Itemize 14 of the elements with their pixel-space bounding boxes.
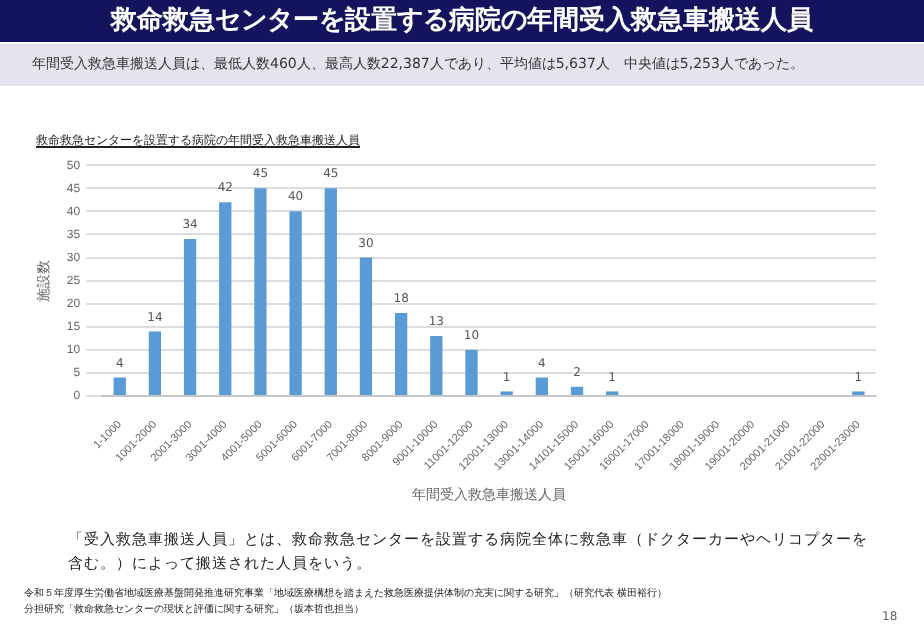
bar <box>324 188 337 396</box>
bar <box>148 331 162 396</box>
bar <box>465 349 478 396</box>
bar <box>254 188 267 396</box>
bar <box>535 377 548 396</box>
bar <box>570 386 584 396</box>
bar <box>219 202 232 396</box>
bar <box>183 239 197 396</box>
bar <box>359 257 373 396</box>
bar <box>394 312 408 396</box>
bar <box>113 377 126 396</box>
chart-title: 救命救急センターを設置する病院の年間受入救急車搬送人員 <box>0 0 924 42</box>
bar <box>430 336 443 396</box>
bar <box>289 211 302 396</box>
